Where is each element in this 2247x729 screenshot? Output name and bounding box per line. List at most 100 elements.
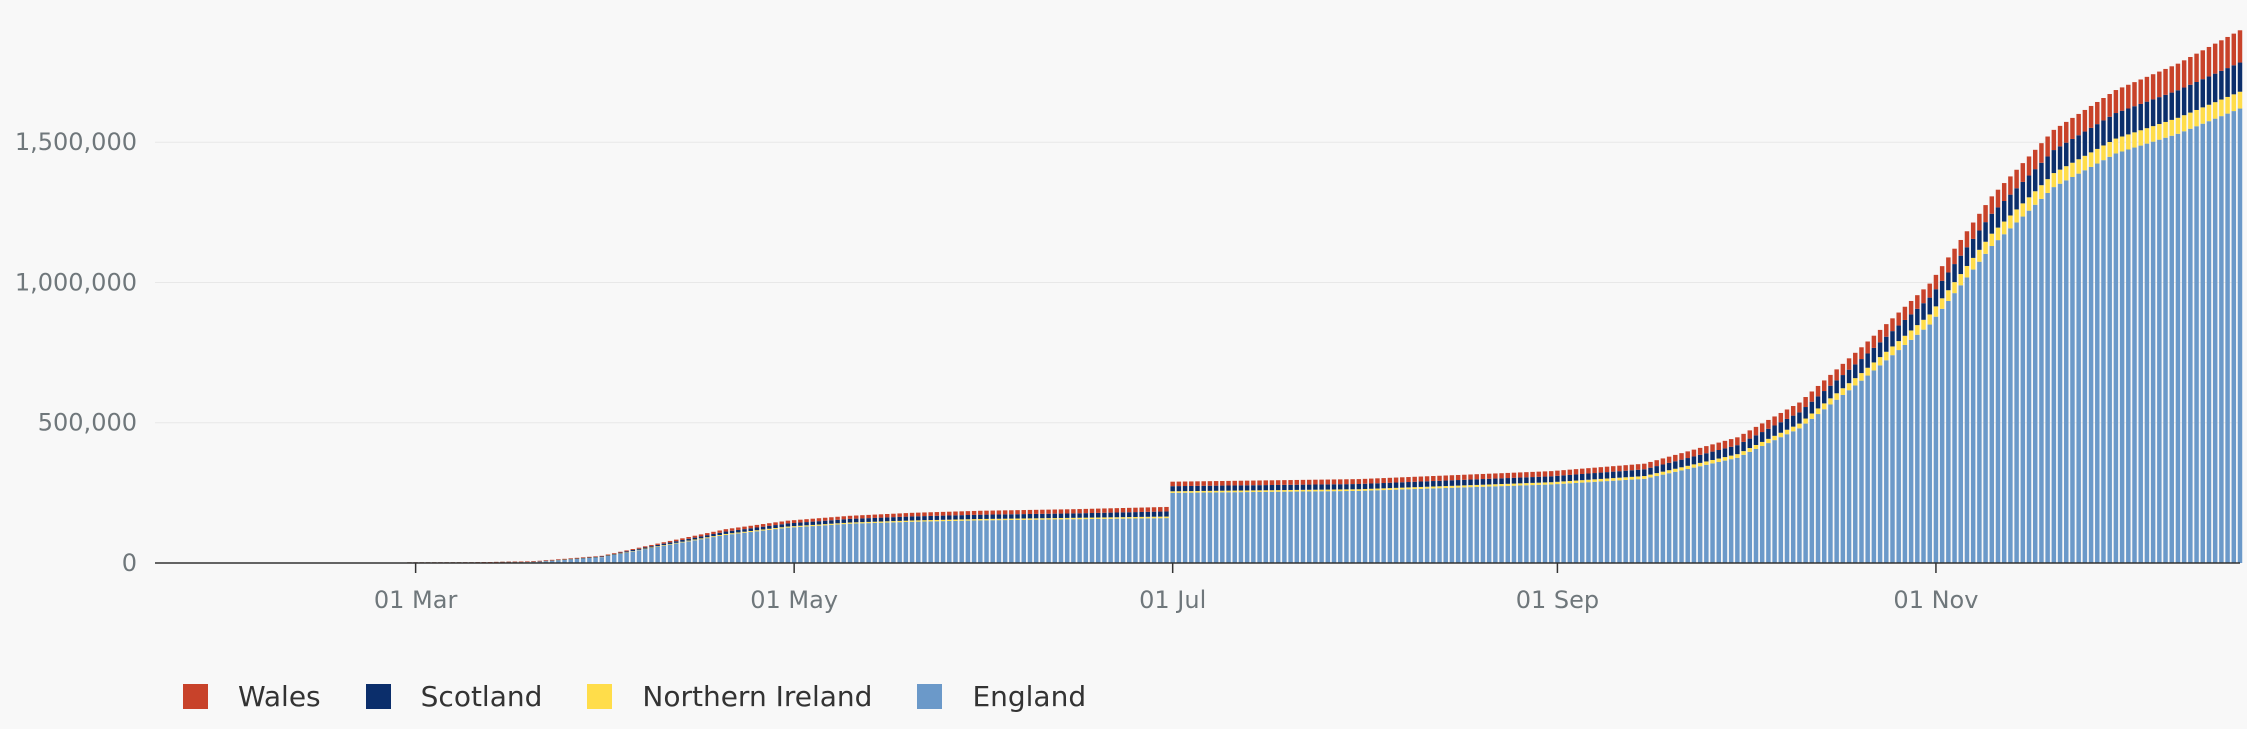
bar-segment-england (2163, 137, 2168, 563)
bar-segment-england (1958, 285, 1963, 563)
bar-segment-england (1244, 492, 1250, 563)
bar-segment-scotland (2175, 90, 2181, 118)
bar-segment-northern-ireland (804, 525, 809, 527)
bar-segment-wales (872, 514, 878, 518)
bar-segment-england (1803, 423, 1808, 563)
bar-segment-wales (909, 512, 915, 517)
bar-segment-northern-ireland (1220, 490, 1225, 493)
bar-segment-scotland (909, 516, 915, 521)
bar-segment-wales (835, 516, 840, 520)
bar-segment-wales (1207, 481, 1213, 486)
bar-segment-northern-ireland (2039, 185, 2044, 199)
bar-segment-wales (1499, 473, 1504, 479)
bar-segment-wales (512, 561, 518, 563)
bar-segment-scotland (1213, 485, 1219, 491)
bar-segment-northern-ireland (1784, 429, 1790, 435)
bar-segment-scotland (1300, 484, 1306, 490)
bar-segment-wales (1474, 474, 1479, 480)
bar-segment-northern-ireland (1195, 490, 1200, 493)
bar-segment-northern-ireland (841, 522, 847, 525)
legend-swatch-scotland (365, 683, 391, 709)
bar-segment-northern-ireland (1046, 518, 1051, 520)
bar-segment-northern-ireland (1747, 448, 1753, 452)
bar-segment-northern-ireland (1120, 517, 1126, 519)
bar-segment-england (1213, 492, 1219, 563)
bar-segment-northern-ireland (971, 519, 977, 521)
bar-segment-scotland (1784, 418, 1790, 430)
bar-segment-wales (1238, 480, 1244, 486)
bar-segment-northern-ireland (1139, 516, 1144, 519)
bar-segment-northern-ireland (965, 519, 971, 521)
bar-segment-northern-ireland (1288, 489, 1293, 492)
bar-segment-scotland (680, 540, 685, 542)
bar-segment-wales (1282, 480, 1287, 485)
bar-segment-scotland (1697, 454, 1703, 463)
bar-segment-northern-ireland (853, 522, 859, 524)
bar-segment-wales (1803, 397, 1808, 408)
bar-segment-england (667, 544, 673, 563)
bar-segment-scotland (1462, 479, 1467, 486)
bar-segment-england (884, 522, 890, 563)
bar-segment-wales (1710, 444, 1715, 452)
bar-segment-wales (1406, 477, 1411, 483)
bar-segment-england (2150, 141, 2156, 563)
bar-segment-england (1797, 428, 1802, 563)
bar-segment-northern-ireland (1710, 459, 1715, 464)
bar-segment-scotland (574, 558, 580, 559)
bar-segment-wales (1189, 481, 1194, 486)
bar-segment-england (1089, 519, 1095, 563)
bar-segment-england (928, 521, 933, 563)
bar-segment-wales (1393, 477, 1399, 483)
bar-segment-england (1542, 484, 1548, 563)
bar-segment-wales (1294, 479, 1300, 485)
bar-segment-scotland (2231, 65, 2237, 95)
bar-segment-scotland (1884, 336, 1889, 352)
bar-segment-wales (2200, 50, 2206, 80)
bars (407, 30, 2243, 564)
bar-segment-northern-ireland (2020, 203, 2026, 217)
bar-segment-northern-ireland (1108, 517, 1113, 519)
bar-segment-wales (2126, 84, 2131, 109)
legend-swatch-england (917, 683, 943, 709)
bar-segment-northern-ireland (754, 530, 760, 532)
x-tick-label: 01 Mar (374, 586, 458, 614)
bar-segment-wales (2150, 74, 2156, 100)
bar-segment-england (1983, 253, 1988, 564)
bar-segment-scotland (1790, 415, 1796, 427)
bar-segment-scotland (754, 527, 760, 531)
bar-segment-scotland (2194, 81, 2199, 110)
bar-segment-scotland (1853, 364, 1858, 379)
bar-segment-wales (680, 538, 685, 541)
bar-segment-wales (1127, 507, 1132, 513)
bar-segment-england (2219, 116, 2224, 563)
bar-segment-scotland (1331, 484, 1337, 490)
bar-segment-northern-ireland (1431, 486, 1436, 489)
bar-segment-northern-ireland (1213, 490, 1219, 493)
bar-segment-scotland (853, 518, 859, 523)
bar-segment-scotland (2219, 70, 2224, 100)
bar-segment-wales (916, 512, 921, 517)
bar-segment-wales (990, 510, 995, 515)
bar-segment-wales (2219, 40, 2224, 71)
bar-segment-northern-ireland (2175, 117, 2181, 134)
bar-segment-wales (1089, 508, 1095, 514)
bar-segment-scotland (798, 522, 803, 526)
bar-segment-northern-ireland (1666, 470, 1672, 474)
bar-segment-wales (1877, 329, 1883, 343)
bar-segment-scotland (1393, 482, 1399, 488)
bar-segment-scotland (1418, 481, 1424, 487)
bar-segment-wales (1648, 461, 1653, 468)
bar-segment-england (1635, 479, 1641, 563)
bar-segment-scotland (2119, 110, 2125, 137)
bar-segment-scotland (2057, 146, 2063, 170)
bar-segment-wales (1958, 239, 1963, 256)
bar-segment-wales (642, 546, 648, 548)
bar-segment-northern-ireland (1946, 290, 1951, 301)
bar-segment-scotland (1797, 412, 1802, 424)
bar-segment-northern-ireland (1573, 480, 1579, 483)
bar-segment-wales (2119, 87, 2125, 111)
bar-segment-scotland (1120, 512, 1126, 518)
bar-segment-england (1313, 491, 1318, 563)
bar-segment-england (1462, 487, 1467, 563)
bar-segment-england (1468, 487, 1473, 563)
